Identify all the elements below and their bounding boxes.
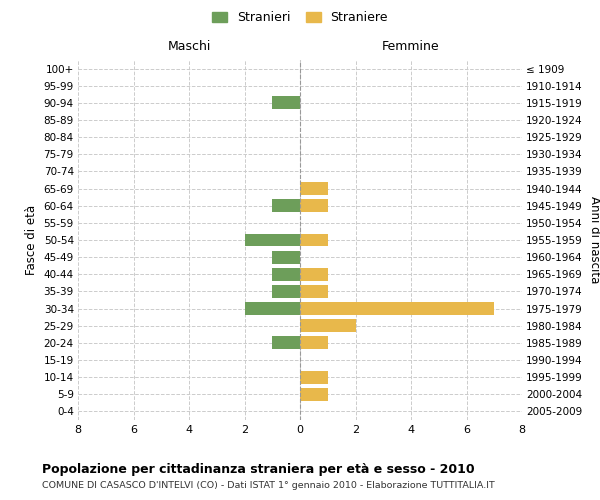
Text: Maschi: Maschi bbox=[167, 40, 211, 53]
Bar bbox=[300, 336, 328, 349]
Text: Popolazione per cittadinanza straniera per età e sesso - 2010: Popolazione per cittadinanza straniera p… bbox=[42, 462, 475, 475]
Bar bbox=[245, 302, 300, 315]
Bar bbox=[300, 268, 328, 280]
Bar bbox=[272, 250, 300, 264]
Bar bbox=[272, 285, 300, 298]
Bar bbox=[300, 302, 494, 315]
Bar bbox=[272, 336, 300, 349]
Bar bbox=[300, 285, 328, 298]
Bar bbox=[300, 320, 355, 332]
Bar bbox=[245, 234, 300, 246]
Bar bbox=[272, 200, 300, 212]
Y-axis label: Anni di nascita: Anni di nascita bbox=[589, 196, 600, 284]
Bar bbox=[300, 200, 328, 212]
Bar bbox=[272, 268, 300, 280]
Y-axis label: Fasce di età: Fasce di età bbox=[25, 205, 38, 275]
Bar bbox=[300, 370, 328, 384]
Bar bbox=[300, 388, 328, 400]
Bar bbox=[272, 96, 300, 110]
Legend: Stranieri, Straniere: Stranieri, Straniere bbox=[207, 6, 393, 29]
Bar bbox=[300, 182, 328, 195]
Bar bbox=[300, 234, 328, 246]
Text: Femmine: Femmine bbox=[382, 40, 440, 53]
Text: COMUNE DI CASASCO D'INTELVI (CO) - Dati ISTAT 1° gennaio 2010 - Elaborazione TUT: COMUNE DI CASASCO D'INTELVI (CO) - Dati … bbox=[42, 481, 495, 490]
